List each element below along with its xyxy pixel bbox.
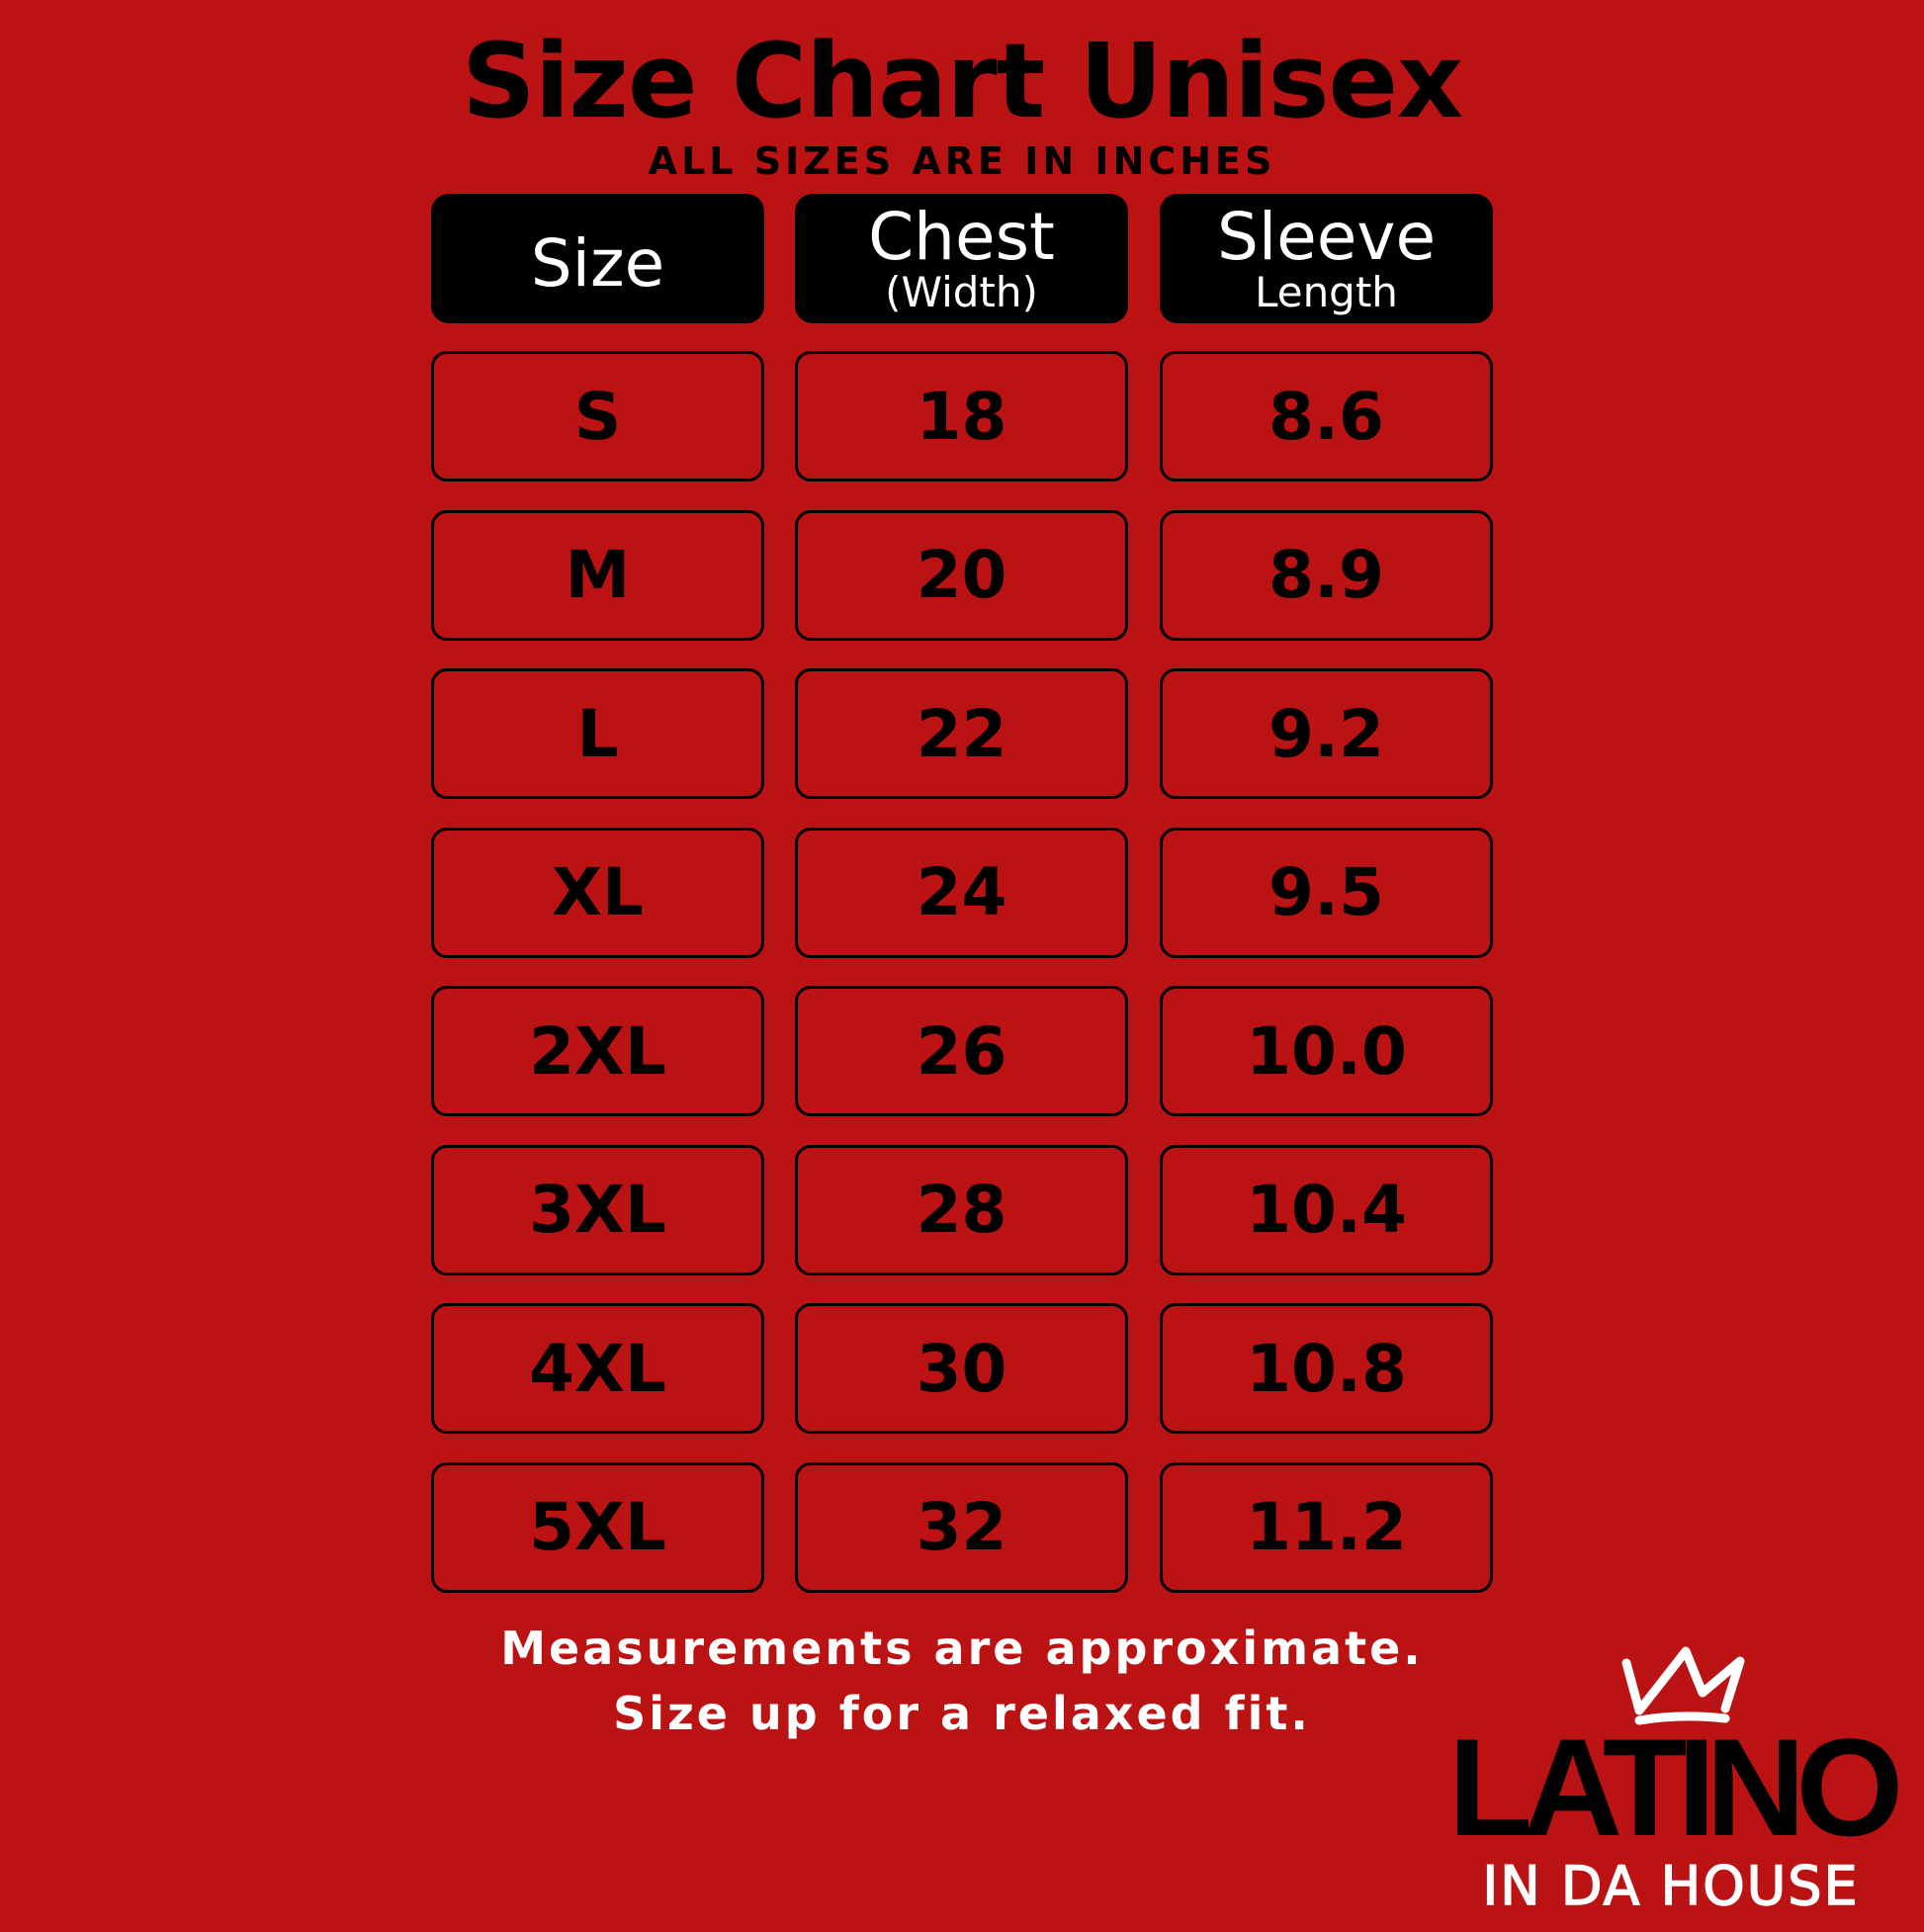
cell-sleeve: 9.2 bbox=[1160, 668, 1493, 799]
column-header-size: Size bbox=[431, 194, 764, 323]
cell-chest: 32 bbox=[795, 1461, 1128, 1593]
cell-size: M bbox=[431, 509, 764, 641]
cell-size: XL bbox=[431, 827, 764, 958]
footer-note-1: Measurements are approximate. bbox=[500, 1622, 1424, 1675]
cell-chest: 20 bbox=[795, 509, 1128, 641]
column-header-chest: Chest (Width) bbox=[795, 194, 1128, 323]
header-sublabel: Length bbox=[1255, 267, 1398, 316]
cell-chest: 26 bbox=[795, 986, 1128, 1116]
cell-chest: 18 bbox=[795, 351, 1128, 482]
cell-chest: 28 bbox=[795, 1144, 1128, 1275]
footer-note-2: Size up for a relaxed fit. bbox=[613, 1687, 1311, 1740]
header-label: Size bbox=[530, 224, 665, 302]
header-label: Sleeve bbox=[1216, 198, 1437, 275]
cell-size: 2XL bbox=[431, 986, 764, 1116]
crown-icon bbox=[1621, 1646, 1745, 1725]
page-title: Size Chart Unisex bbox=[461, 21, 1463, 141]
cell-sleeve: 8.6 bbox=[1160, 351, 1493, 482]
cell-sleeve: 9.5 bbox=[1160, 827, 1493, 958]
logo-word-in-da-house: IN DA HOUSE bbox=[1482, 1855, 1859, 1917]
cell-size: S bbox=[431, 351, 764, 482]
cell-sleeve: 10.8 bbox=[1160, 1303, 1493, 1434]
cell-size: 4XL bbox=[431, 1303, 764, 1434]
header-label: Chest bbox=[868, 198, 1055, 275]
cell-chest: 24 bbox=[795, 827, 1128, 958]
brand-logo: LATINO IN DA HOUSE bbox=[1448, 1646, 1908, 1918]
cell-chest: 22 bbox=[795, 668, 1128, 799]
logo-word-latino: LATINO bbox=[1448, 1710, 1899, 1865]
cell-sleeve: 11.2 bbox=[1160, 1461, 1493, 1593]
column-header-sleeve: Sleeve Length bbox=[1160, 194, 1493, 323]
cell-chest: 30 bbox=[795, 1303, 1128, 1434]
cell-sleeve: 10.4 bbox=[1160, 1144, 1493, 1275]
cell-size: 5XL bbox=[431, 1461, 764, 1593]
cell-size: L bbox=[431, 668, 764, 799]
cell-sleeve: 10.0 bbox=[1160, 986, 1493, 1116]
header-sublabel: (Width) bbox=[885, 267, 1038, 316]
cell-sleeve: 8.9 bbox=[1160, 509, 1493, 641]
cell-size: 3XL bbox=[431, 1144, 764, 1275]
page-subtitle: ALL SIZES ARE IN INCHES bbox=[648, 139, 1276, 183]
